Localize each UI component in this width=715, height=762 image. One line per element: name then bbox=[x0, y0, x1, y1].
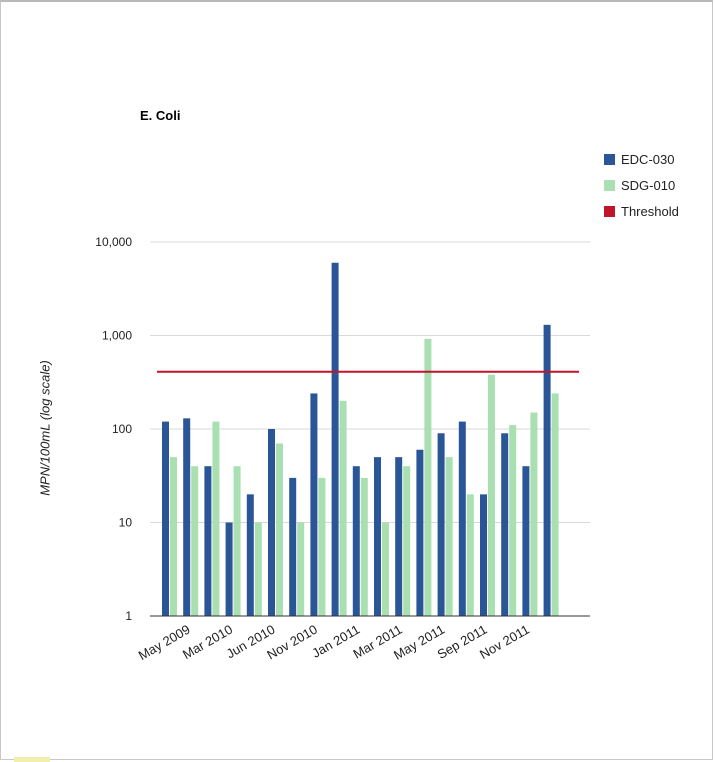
bar-sdg-010 bbox=[254, 522, 262, 616]
bar-edc-030 bbox=[437, 433, 445, 616]
bar-edc-030 bbox=[289, 477, 297, 616]
y-tick-label: 100 bbox=[112, 422, 132, 436]
bar-edc-030 bbox=[522, 466, 530, 616]
bar-edc-030 bbox=[458, 421, 466, 616]
legend-label-sdg-010: SDG-010 bbox=[621, 177, 676, 193]
legend-item-edc-030[interactable]: EDC-030 bbox=[604, 146, 679, 172]
bar-edc-030 bbox=[310, 393, 318, 616]
bar-edc-030 bbox=[246, 494, 254, 616]
bar-edc-030 bbox=[395, 457, 403, 616]
bar-sdg-010 bbox=[530, 412, 538, 616]
legend: EDC-030 SDG-010 Threshold bbox=[604, 146, 679, 224]
y-tick-label: 1 bbox=[125, 609, 132, 623]
bar-sdg-010 bbox=[212, 421, 220, 616]
bar-edc-030 bbox=[416, 449, 424, 616]
legend-swatch-edc-030 bbox=[604, 153, 615, 165]
legend-item-threshold[interactable]: Threshold bbox=[604, 198, 679, 224]
bar-sdg-010 bbox=[466, 494, 474, 616]
bar-sdg-010 bbox=[318, 477, 326, 616]
bar-sdg-010 bbox=[509, 425, 517, 616]
bar-edc-030 bbox=[183, 418, 191, 616]
bar-sdg-010 bbox=[170, 457, 177, 616]
bar-sdg-010 bbox=[551, 393, 559, 616]
y-tick-label: 10,000 bbox=[95, 235, 132, 249]
bar-sdg-010 bbox=[445, 457, 453, 616]
bar-edc-030 bbox=[374, 457, 381, 616]
chart-title: E. Coli bbox=[140, 108, 181, 123]
bar-sdg-010 bbox=[382, 522, 389, 616]
y-tick-label: 1,000 bbox=[102, 329, 132, 343]
bar-edc-030 bbox=[331, 262, 339, 616]
bar-sdg-010 bbox=[191, 466, 199, 616]
legend-swatch-threshold bbox=[604, 205, 615, 217]
bar-edc-030 bbox=[225, 522, 233, 616]
bar-sdg-010 bbox=[403, 466, 411, 616]
bar-edc-030 bbox=[480, 494, 487, 616]
bar-sdg-010 bbox=[339, 400, 347, 616]
legend-item-sdg-010[interactable]: SDG-010 bbox=[604, 172, 679, 198]
bottom-tab bbox=[14, 757, 50, 762]
bar-edc-030 bbox=[352, 466, 360, 616]
bar-edc-030 bbox=[162, 421, 169, 616]
bar-edc-030 bbox=[204, 466, 212, 616]
bar-edc-030 bbox=[543, 324, 551, 616]
legend-label-edc-030: EDC-030 bbox=[621, 151, 675, 167]
legend-label-threshold: Threshold bbox=[621, 203, 679, 219]
bar-edc-030 bbox=[501, 433, 509, 616]
y-tick-label: 10 bbox=[119, 516, 133, 530]
bar-sdg-010 bbox=[488, 374, 495, 616]
bar-sdg-010 bbox=[297, 522, 305, 616]
bar-sdg-010 bbox=[276, 443, 283, 616]
bar-edc-030 bbox=[268, 429, 275, 616]
bar-sdg-010 bbox=[360, 477, 368, 616]
bar-sdg-010 bbox=[424, 338, 432, 616]
bar-sdg-010 bbox=[233, 466, 241, 616]
legend-swatch-sdg-010 bbox=[604, 179, 615, 191]
